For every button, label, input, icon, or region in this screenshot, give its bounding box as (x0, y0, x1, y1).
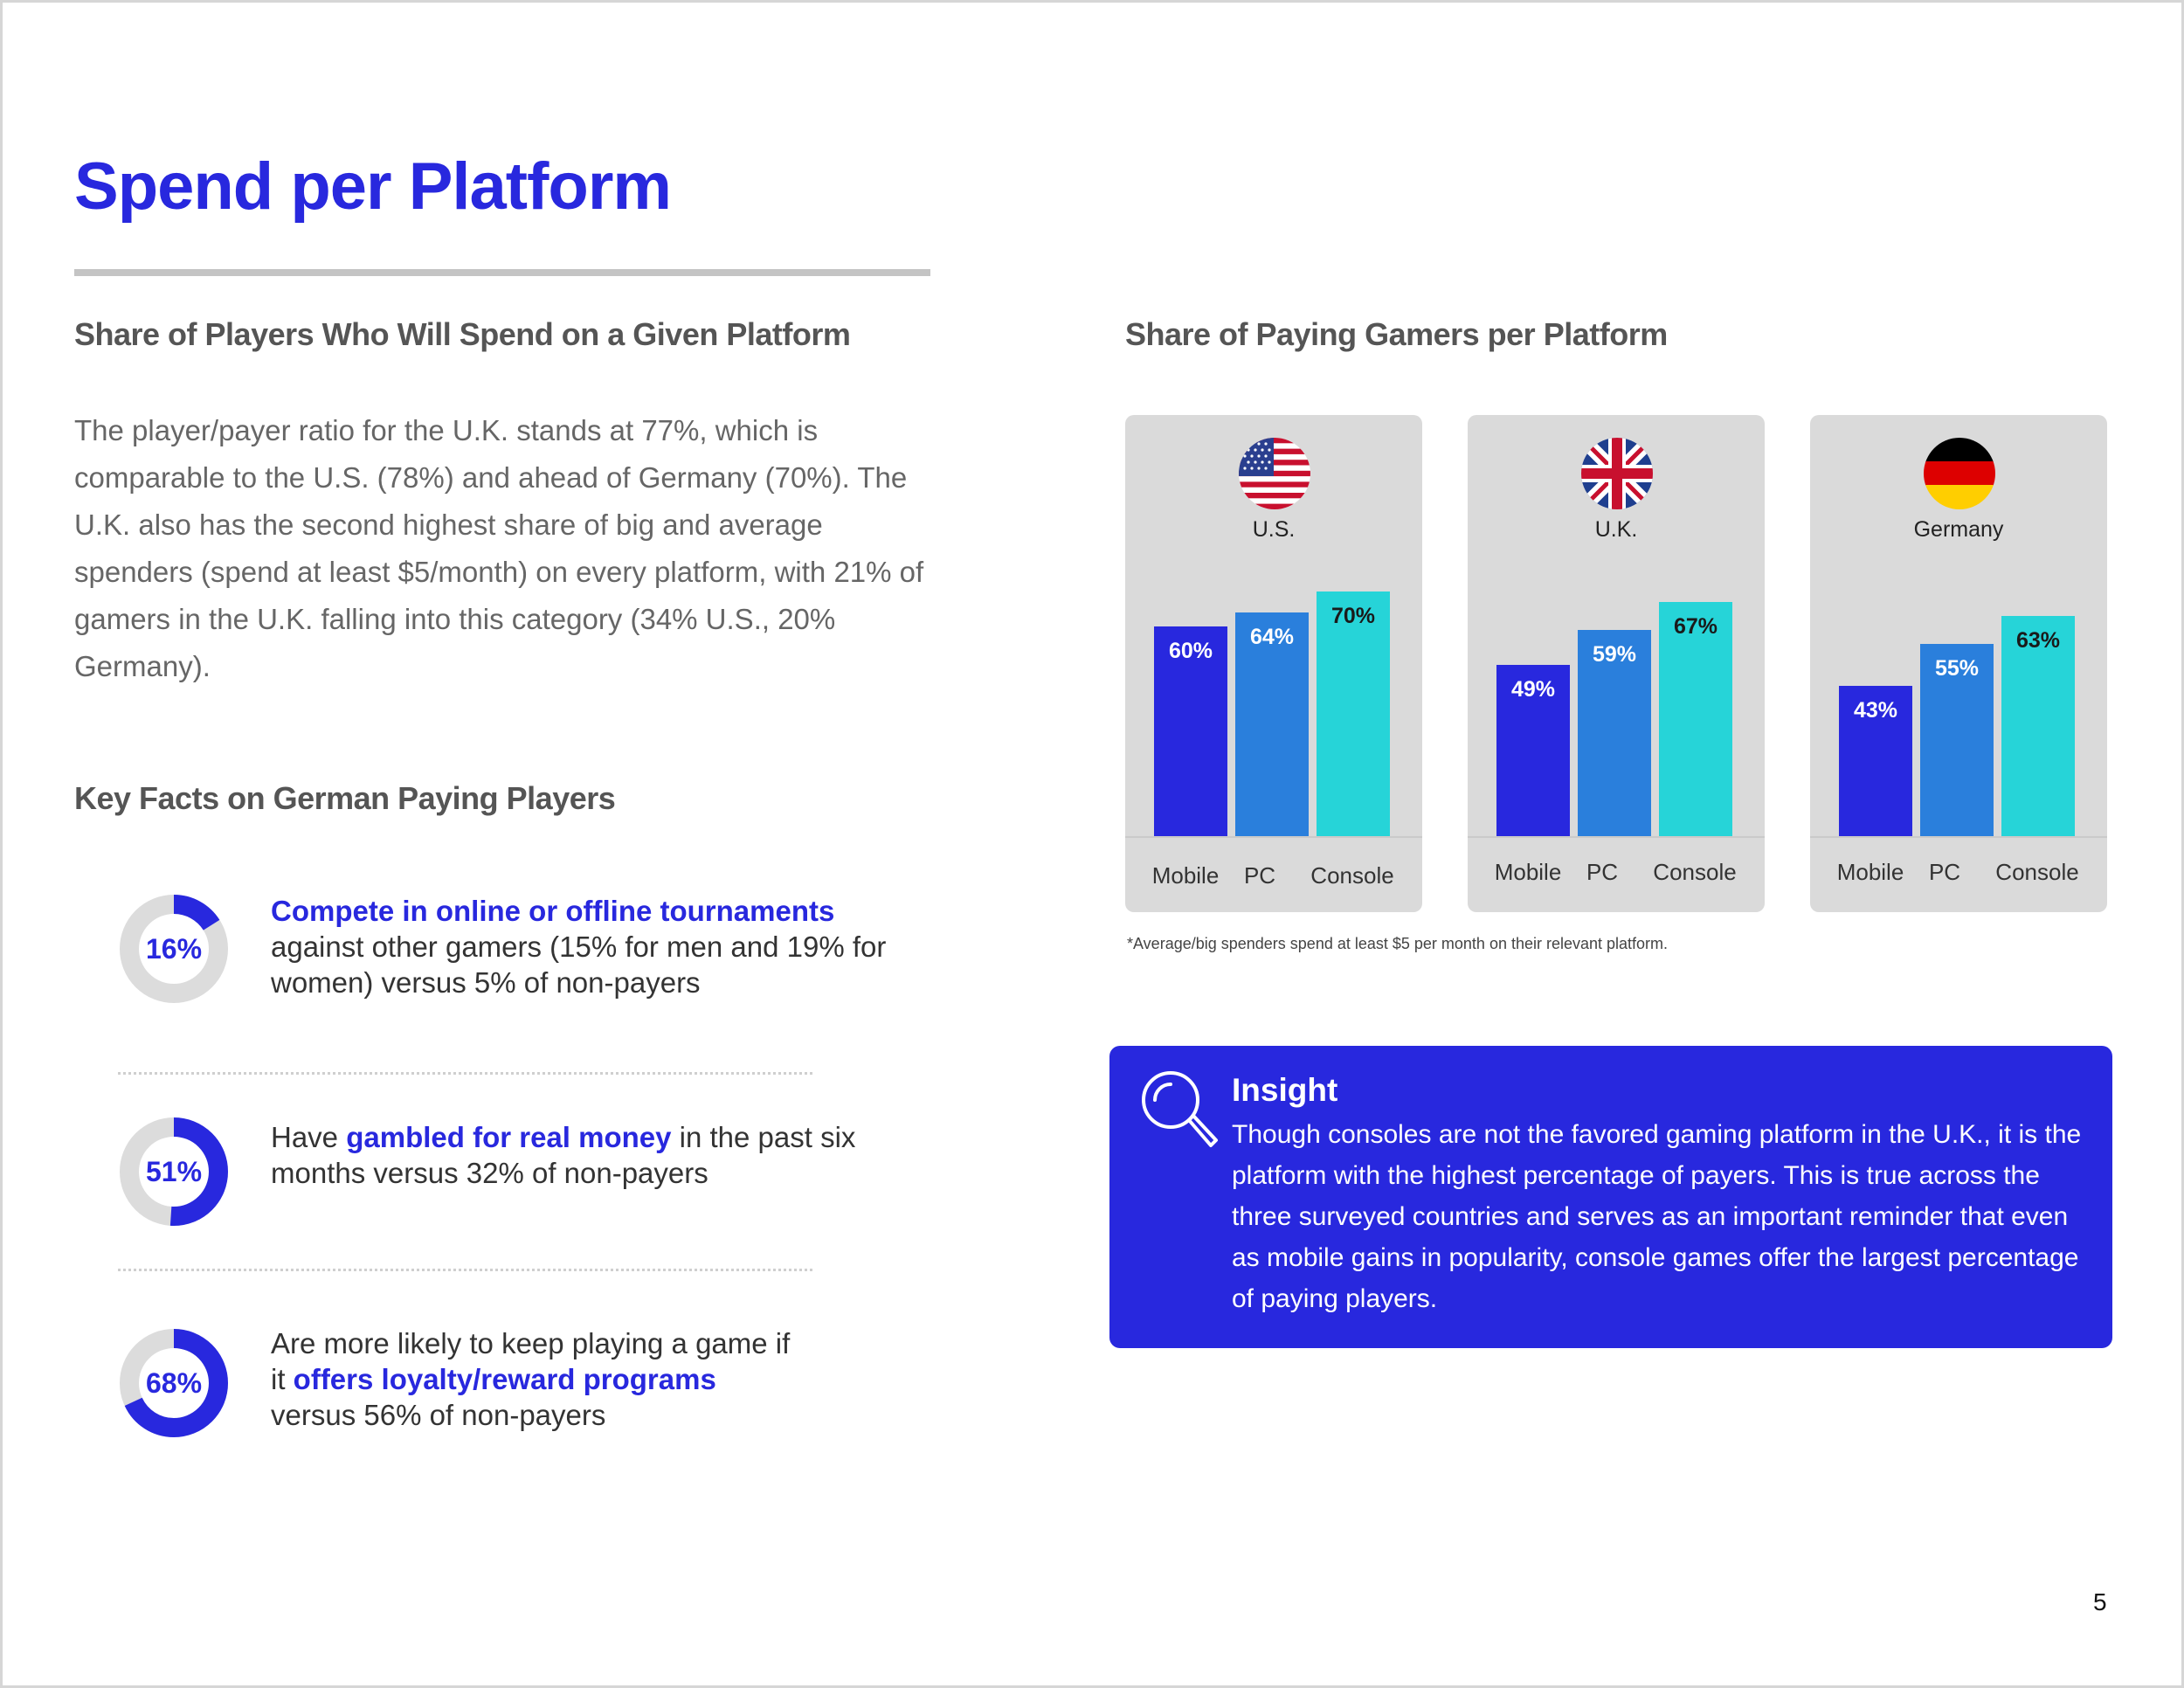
fact-item-gambling: 51% Have gambled for real money in the p… (118, 1116, 904, 1229)
category-label: PC (1243, 862, 1276, 889)
fact-text: Have gambled for real money in the past … (271, 1119, 900, 1191)
fact-item-tournaments: 16% Compete in online or offline tournam… (118, 893, 904, 1033)
magnifier-icon (1142, 1071, 1218, 1147)
left-heading: Share of Players Who Will Spend on a Giv… (74, 316, 851, 352)
fact-highlight: Compete in online or offline tournaments (271, 895, 835, 927)
fact-text-post: in the past six months versus 32% of non… (271, 1121, 856, 1189)
bar-pc: 59% (1578, 630, 1651, 836)
chart-footnote: *Average/big spenders spend at least $5 … (1127, 935, 1669, 952)
bar-value-label: 59% (1592, 642, 1637, 667)
category-strip (1468, 836, 1765, 912)
fact-text-post: against other gamers (15% for men and 19… (271, 930, 887, 999)
us-flag-icon (1239, 438, 1310, 509)
fact-text-pre: Have (271, 1121, 347, 1153)
fact-text: Are more likely to keep playing a game i… (271, 1325, 795, 1433)
category-label: PC (1586, 859, 1619, 885)
fact-percent: 16% (145, 933, 203, 965)
fact-highlight: offers loyalty/reward programs (293, 1363, 716, 1395)
category-strip (1810, 836, 2107, 912)
fact-percent: 68% (145, 1367, 203, 1399)
insight-box: Insight Though consoles are not the favo… (1109, 1046, 2112, 1348)
bar-mobile: 60% (1154, 626, 1227, 836)
category-label: Mobile (1151, 862, 1220, 889)
bar-value-label: 60% (1168, 639, 1213, 663)
country-label: Germany (1913, 517, 2004, 542)
fact-text: Compete in online or offline tournaments… (271, 893, 900, 1000)
donut-chart-68 (120, 1329, 228, 1437)
category-label: Console (1995, 859, 2079, 885)
fact-divider (118, 1072, 812, 1075)
fact-divider (118, 1269, 812, 1271)
fact-percent: 51% (145, 1156, 203, 1187)
insight-title: Insight (1232, 1072, 1338, 1108)
fact-highlight: gambled for real money (346, 1121, 672, 1153)
bar-console: 63% (2001, 616, 2075, 836)
fact-text-pre: Are more likely to keep playing a game i… (271, 1327, 791, 1395)
country-label: U.K. (1594, 517, 1638, 542)
fact-item-loyalty: 68% Are more likely to keep playing a ga… (118, 1327, 904, 1441)
category-label: Mobile (1494, 859, 1562, 885)
category-label: Console (1310, 862, 1394, 889)
page-number: 5 (2093, 1588, 2107, 1615)
bar-console: 70% (1317, 591, 1390, 836)
facts-heading: Key Facts on German Paying Players (74, 780, 616, 816)
chart-heading: Share of Paying Gamers per Platform (1125, 316, 1668, 352)
bar-value-label: 49% (1510, 677, 1556, 702)
insight-body: Though consoles are not the favored gami… (1232, 1120, 2082, 1313)
bar-mobile: 43% (1839, 686, 1912, 836)
bar-value-label: 67% (1673, 614, 1718, 639)
bar-pc: 55% (1920, 644, 1994, 836)
category-strip (1125, 836, 1422, 912)
bar-value-label: 70% (1330, 604, 1376, 628)
title-divider (74, 269, 930, 276)
country-label: U.S. (1252, 517, 1296, 542)
uk-flag-icon (1581, 438, 1653, 509)
category-label: Mobile (1836, 859, 1904, 885)
donut-chart-16 (120, 895, 228, 1003)
bar-value-label: 64% (1249, 625, 1295, 649)
country-card-us: U.S. 60% 64% 70% Mobile PC Console (1125, 415, 1422, 912)
category-label: PC (1928, 859, 1961, 885)
bar-value-label: 55% (1934, 656, 1980, 681)
country-card-uk: U.K. 49% 59% 67% Mobile PC Console (1468, 415, 1765, 912)
page-title: Spend per Platform (74, 149, 672, 224)
intro-paragraph: The player/payer ratio for the U.K. stan… (74, 414, 924, 682)
bar-pc: 64% (1235, 612, 1309, 836)
fact-text-post: versus 56% of non-payers (271, 1399, 606, 1431)
bar-console: 67% (1659, 602, 1732, 836)
germany-flag-icon (1924, 438, 1995, 509)
donut-chart-51 (120, 1117, 228, 1226)
category-label: Console (1653, 859, 1737, 885)
bar-mobile: 49% (1496, 665, 1570, 836)
country-card-germany: Germany 43% 55% 63% Mobile PC Console (1810, 415, 2107, 912)
bar-value-label: 63% (2015, 628, 2061, 653)
bar-value-label: 43% (1853, 698, 1898, 723)
